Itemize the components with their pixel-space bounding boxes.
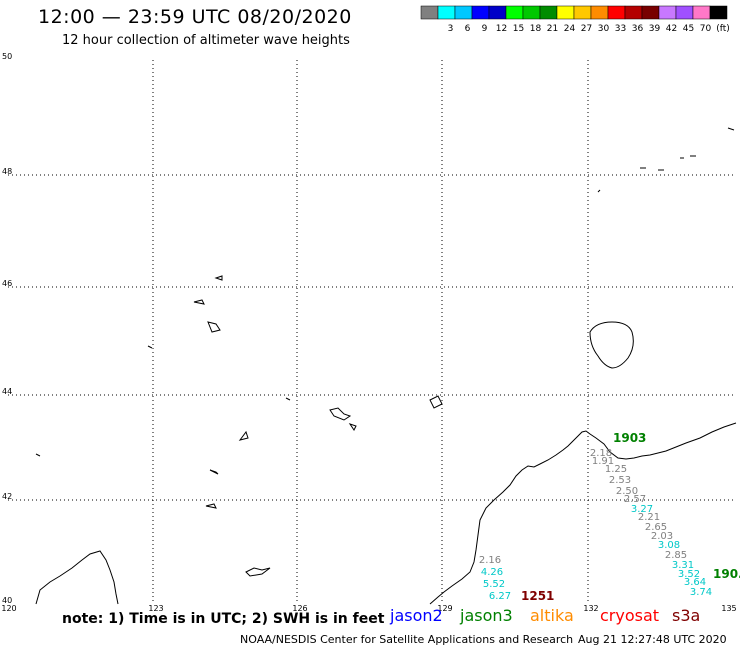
colorbar-label: 24: [564, 24, 576, 34]
colorbar-label: 21: [547, 24, 558, 34]
swh-reading: 2.18: [590, 448, 612, 459]
map-title: 12:00 — 23:59 UTC 08/20/2020: [38, 6, 352, 28]
swh-reading: 3.31: [672, 560, 694, 571]
swh-reading: 3.74: [690, 587, 712, 598]
swh-reading: 3.52: [678, 569, 700, 580]
swh-reading: 1.91: [592, 456, 614, 467]
longitude-label: 120: [1, 604, 16, 613]
altimeter-tracks: 2.181.911.252.532.502.573.272.212.652.03…: [479, 431, 740, 603]
swh-reading: 2.65: [645, 522, 667, 533]
coastline: [35, 127, 737, 605]
colorbar-label: 70: [700, 24, 712, 34]
colorbar-label: 9: [482, 24, 488, 34]
colorbar-label: 6: [465, 24, 471, 34]
satellite-jason3: jason3: [460, 606, 513, 625]
latitude-label: 42: [2, 492, 12, 501]
swh-reading: 2.50: [616, 486, 638, 497]
colorbar-legend: 3 6 9 12 15 18 21 24 27 30 33 36 39 42 45 70 (ft): [420, 5, 730, 34]
swh-reading: 3.08: [658, 540, 680, 551]
swh-reading: 5.52: [483, 579, 505, 590]
colorbar-label: 15: [513, 24, 524, 34]
map-subtitle: 12 hour collection of altimeter wave hei…: [62, 33, 350, 48]
latitude-label: 46: [2, 279, 12, 288]
graticule: [8, 60, 735, 604]
credit-line: NOAA/NESDIS Center for Satellite Applica…: [240, 633, 574, 646]
colorbar-label: 36: [632, 24, 644, 34]
satellite-altika: altika: [530, 606, 574, 625]
swh-reading: 4.26: [481, 567, 503, 578]
colorbar-label: 12: [496, 24, 507, 34]
longitude-label: 126: [292, 604, 307, 613]
satellite-jason2: jason2: [390, 606, 443, 625]
satellite-cryosat: cryosat: [600, 606, 660, 625]
colorbar-swatch: [709, 5, 728, 20]
swh-reading: 3.27: [631, 504, 653, 515]
satellite-s3a: s3a: [672, 606, 701, 625]
colorbar-label: 45: [683, 24, 694, 34]
pass-time-label: 190.: [713, 567, 740, 581]
latitude-label: 48: [2, 167, 12, 176]
longitude-label: 132: [583, 604, 598, 613]
swh-reading: 2.57: [624, 494, 646, 505]
pass-time-label: 1903: [613, 431, 646, 445]
longitude-label: 123: [148, 604, 163, 613]
colorbar-label: 33: [615, 24, 626, 34]
colorbar-label: 30: [598, 24, 610, 34]
colorbar-label: 27: [581, 24, 592, 34]
latitude-label: 44: [2, 387, 12, 396]
colorbar-label: 42: [666, 24, 677, 34]
longitude-label: 129: [437, 604, 452, 613]
swh-reading: 2.16: [479, 555, 501, 566]
latitude-label: 40: [2, 596, 12, 605]
swh-reading: 3.64: [684, 577, 706, 588]
swh-reading: 2.53: [609, 475, 631, 486]
units-note: note: 1) Time is in UTC; 2) SWH is in fe…: [62, 611, 385, 627]
swh-reading: 6.27: [489, 591, 511, 602]
swh-reading: 1.25: [605, 464, 627, 475]
swh-reading: 2.21: [638, 512, 660, 523]
timestamp: Aug 21 12:27:48 UTC 2020: [578, 633, 727, 646]
swh-reading: 2.03: [651, 531, 673, 542]
colorbar-label: 3: [448, 24, 454, 34]
swh-reading: 2.85: [665, 550, 687, 561]
pass-time-label: 1251: [521, 589, 554, 603]
colorbar-unit: (ft): [716, 24, 730, 34]
colorbar-label: 39: [649, 24, 661, 34]
latitude-label: 50: [2, 52, 12, 61]
longitude-label: 135: [721, 604, 736, 613]
colorbar-label: 18: [530, 24, 542, 34]
